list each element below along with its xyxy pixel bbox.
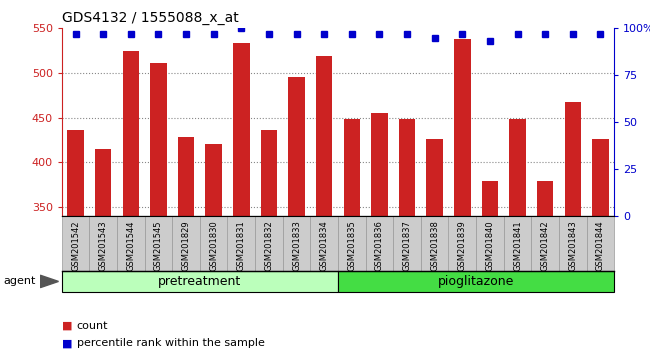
Bar: [398, 119, 415, 354]
Bar: [178, 137, 194, 354]
Text: GSM201833: GSM201833: [292, 220, 301, 271]
Bar: [592, 139, 608, 354]
Polygon shape: [40, 275, 58, 287]
Bar: [371, 113, 387, 354]
Text: GSM201843: GSM201843: [568, 220, 577, 271]
Text: GSM201837: GSM201837: [402, 220, 411, 271]
Text: GSM201832: GSM201832: [265, 220, 274, 271]
Text: percentile rank within the sample: percentile rank within the sample: [77, 338, 265, 348]
Text: GSM201545: GSM201545: [154, 220, 163, 271]
Text: GSM201830: GSM201830: [209, 220, 218, 271]
Bar: [343, 119, 360, 354]
Text: GSM201844: GSM201844: [596, 220, 605, 271]
Text: pretreatment: pretreatment: [158, 275, 242, 288]
Text: pioglitazone: pioglitazone: [438, 275, 514, 288]
Bar: [482, 181, 498, 354]
Bar: [564, 102, 581, 354]
Bar: [150, 63, 167, 354]
Text: GSM201542: GSM201542: [71, 220, 80, 271]
Text: GSM201831: GSM201831: [237, 220, 246, 271]
Text: GSM201836: GSM201836: [375, 220, 384, 271]
Bar: [454, 39, 471, 354]
Bar: [95, 149, 112, 354]
Text: GSM201839: GSM201839: [458, 220, 467, 271]
Text: GSM201841: GSM201841: [513, 220, 522, 271]
Text: GSM201842: GSM201842: [541, 220, 550, 271]
Text: GDS4132 / 1555088_x_at: GDS4132 / 1555088_x_at: [62, 11, 239, 25]
Text: GSM201835: GSM201835: [347, 220, 356, 271]
Bar: [205, 144, 222, 354]
Text: GSM201544: GSM201544: [126, 220, 135, 271]
Bar: [122, 51, 139, 354]
Text: ■: ■: [62, 338, 72, 348]
Text: ■: ■: [62, 321, 72, 331]
Text: GSM201829: GSM201829: [181, 220, 190, 271]
Bar: [261, 130, 277, 354]
Text: GSM201543: GSM201543: [99, 220, 108, 271]
Bar: [316, 56, 332, 354]
Text: GSM201834: GSM201834: [320, 220, 329, 271]
Bar: [537, 181, 554, 354]
Text: agent: agent: [3, 276, 36, 286]
Bar: [233, 42, 250, 354]
Bar: [288, 76, 305, 354]
Bar: [510, 119, 526, 354]
Text: GSM201840: GSM201840: [486, 220, 495, 271]
Bar: [68, 130, 84, 354]
Bar: [426, 139, 443, 354]
Text: GSM201838: GSM201838: [430, 220, 439, 271]
Text: count: count: [77, 321, 108, 331]
